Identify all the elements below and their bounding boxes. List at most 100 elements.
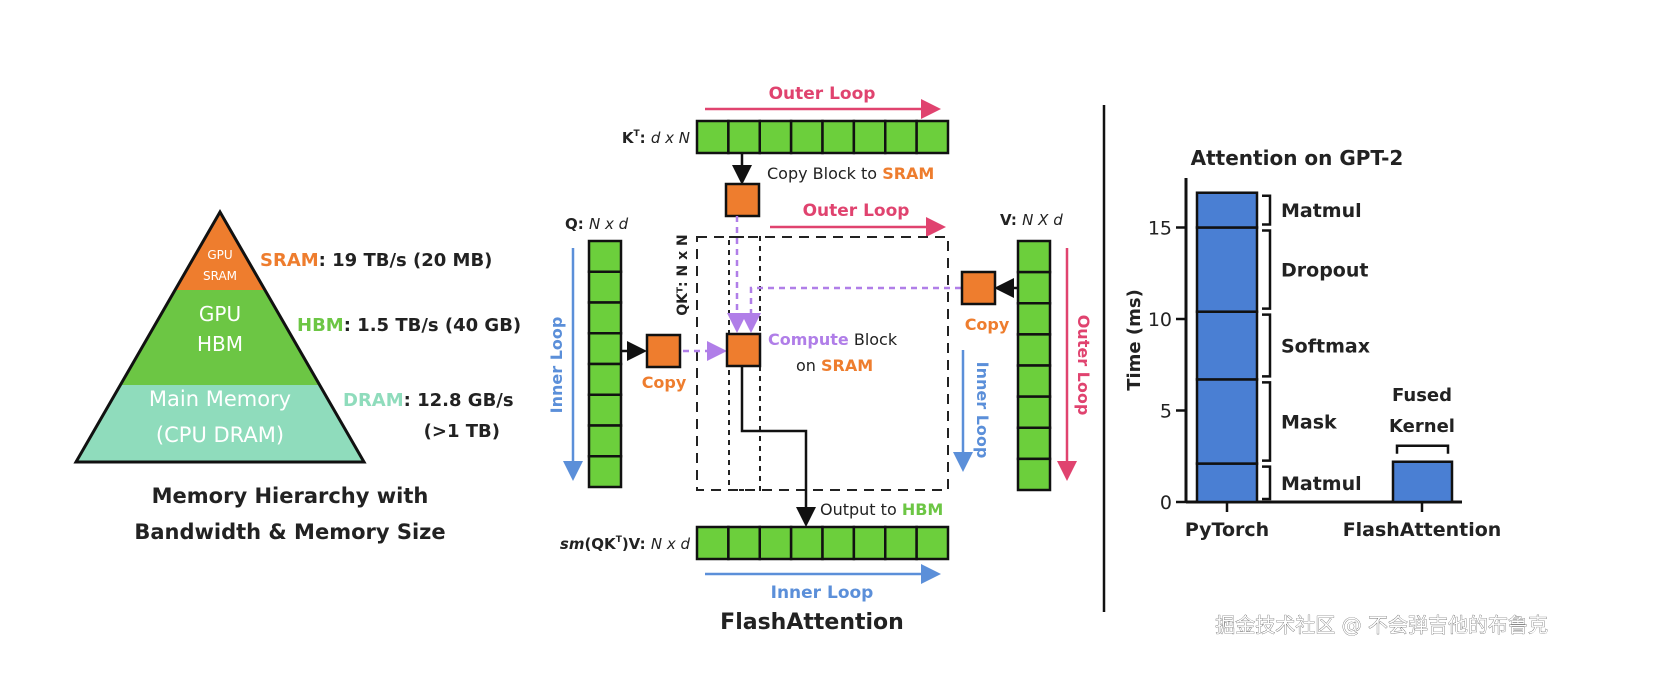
tier-hbm-line2: HBM bbox=[197, 332, 243, 356]
matrix-block bbox=[884, 119, 918, 155]
y-axis-label: Time (ms) bbox=[1124, 289, 1145, 391]
segment-label: Matmul bbox=[1281, 200, 1362, 222]
y-tick-label: 5 bbox=[1160, 401, 1172, 423]
sram-name: SRAM bbox=[260, 250, 319, 271]
segment-label: Dropout bbox=[1281, 260, 1368, 282]
compute-block bbox=[725, 332, 762, 368]
matrix-block bbox=[758, 119, 793, 155]
v-to-compute-arrow bbox=[741, 286, 961, 333]
y-tick-label: 10 bbox=[1148, 309, 1172, 331]
matrix-block bbox=[587, 393, 623, 427]
tier-sram-line2: SRAM bbox=[203, 269, 237, 283]
hbm-bandwidth: : 1.5 TB/s (40 GB) bbox=[344, 315, 521, 336]
y-tick-label: 15 bbox=[1148, 218, 1172, 240]
v-copy-label: Copy bbox=[965, 315, 1010, 334]
pyramid-sram-tier bbox=[175, 212, 265, 290]
hbm-name: HBM bbox=[297, 315, 344, 336]
matrix-block bbox=[587, 332, 623, 366]
fused-label-line2: Kernel bbox=[1389, 416, 1455, 437]
matrix-block bbox=[587, 301, 623, 335]
matrix-block bbox=[1016, 270, 1052, 305]
matrix-block bbox=[758, 525, 793, 561]
v-matrix bbox=[1016, 239, 1052, 492]
q-sram-block bbox=[645, 333, 682, 369]
bar-segment-mask bbox=[1195, 378, 1259, 465]
y-tick-label: 0 bbox=[1160, 492, 1172, 514]
kt-matrix bbox=[695, 119, 950, 155]
bar-segment-fused-kernel bbox=[1391, 460, 1454, 504]
pyramid-hbm-tier bbox=[120, 290, 320, 385]
matrix-block bbox=[587, 362, 623, 396]
inner-loop-bottom-label: Inner Loop bbox=[771, 583, 874, 603]
matrix-block bbox=[821, 119, 856, 155]
q-matrix bbox=[587, 239, 623, 489]
tier-hbm-line1: GPU bbox=[199, 302, 241, 326]
sram-spec: SRAM: 19 TB/s (20 MB) bbox=[260, 250, 492, 271]
sram-bandwidth: : 19 TB/s (20 MB) bbox=[319, 250, 493, 271]
fused-label-line1: Fused bbox=[1392, 385, 1452, 406]
segment-bracket bbox=[1262, 313, 1272, 378]
segment-bracket bbox=[1262, 194, 1272, 226]
matrix-block bbox=[1016, 395, 1052, 429]
dram-bandwidth: : 12.8 GB/s bbox=[404, 390, 514, 411]
inner-loop-q-label: Inner Loop bbox=[547, 317, 566, 414]
bar-segment-matmul bbox=[1195, 462, 1259, 504]
matrix-block bbox=[1016, 239, 1052, 274]
kt-label: KT: d x N bbox=[622, 129, 690, 147]
segment-bracket bbox=[1262, 381, 1272, 462]
gpt2-attention-chart: Attention on GPT-2 Time (ms) Fused Kerne… bbox=[1124, 146, 1501, 541]
bar-segment-dropout bbox=[1195, 226, 1259, 313]
chart-title: Attention on GPT-2 bbox=[1191, 146, 1404, 170]
segment-bracket bbox=[1262, 465, 1272, 501]
memory-pyramid: GPU SRAM GPU HBM Main Memory (CPU DRAM) … bbox=[73, 208, 521, 544]
matrix-block bbox=[1016, 333, 1052, 367]
pyramid-caption-line2: Bandwidth & Memory Size bbox=[134, 520, 445, 544]
matrix-block bbox=[587, 455, 623, 489]
x-tick-label: FlashAttention bbox=[1343, 519, 1502, 541]
outer-loop-top-label: Outer Loop bbox=[769, 84, 876, 104]
hbm-spec: HBM: 1.5 TB/s (40 GB) bbox=[297, 315, 521, 336]
matrix-block bbox=[884, 525, 918, 561]
matrix-block bbox=[727, 525, 761, 561]
segment-label: Matmul bbox=[1281, 473, 1362, 495]
output-matrix-label: sm(QKT)V: N x d bbox=[560, 535, 691, 553]
segment-bracket bbox=[1262, 229, 1272, 310]
compute-block-label: Compute Block bbox=[768, 330, 898, 349]
matrix-block bbox=[821, 525, 856, 561]
bar-segment-matmul bbox=[1195, 191, 1259, 229]
tier-sram-line1: GPU bbox=[207, 248, 232, 262]
watermark: 掘金技术社区 @ 不会弹吉他的布鲁克 bbox=[1215, 613, 1548, 637]
bar-segment-softmax bbox=[1195, 310, 1259, 381]
v-sram-block bbox=[960, 270, 997, 306]
dram-spec: DRAM: 12.8 GB/s bbox=[343, 390, 514, 411]
matrix-block bbox=[695, 119, 730, 155]
segment-label: Mask bbox=[1281, 411, 1337, 433]
matrix-block bbox=[852, 525, 887, 561]
matrix-block bbox=[727, 119, 761, 155]
flashattention-caption: FlashAttention bbox=[720, 610, 904, 635]
matrix-block bbox=[587, 270, 623, 304]
matrix-block bbox=[695, 525, 730, 561]
matrix-block bbox=[852, 119, 887, 155]
flashattention-diagram: Outer Loop KT: d x N Copy Block to SRAM … bbox=[547, 84, 1093, 635]
output-matrix bbox=[695, 525, 950, 561]
v-label: V: N X d bbox=[1000, 211, 1063, 229]
matrix-block bbox=[915, 119, 950, 155]
qkt-region bbox=[696, 236, 949, 491]
matrix-block bbox=[789, 119, 824, 155]
segment-label: Softmax bbox=[1281, 336, 1370, 358]
matrix-block bbox=[1016, 302, 1052, 336]
matrix-block bbox=[587, 239, 623, 273]
matrix-block bbox=[789, 525, 824, 561]
pyramid-caption-line1: Memory Hierarchy with bbox=[152, 484, 429, 508]
inner-loop-v-label: Inner Loop bbox=[973, 362, 992, 459]
qkt-label: QKᵀ: N x N bbox=[675, 234, 691, 315]
dram-name: DRAM bbox=[343, 390, 404, 411]
output-arrow bbox=[740, 366, 816, 527]
fused-kernel-bracket bbox=[1395, 444, 1450, 454]
dram-size: (>1 TB) bbox=[424, 421, 500, 442]
x-tick-label: PyTorch bbox=[1185, 519, 1269, 541]
kt-sram-block bbox=[724, 182, 761, 218]
